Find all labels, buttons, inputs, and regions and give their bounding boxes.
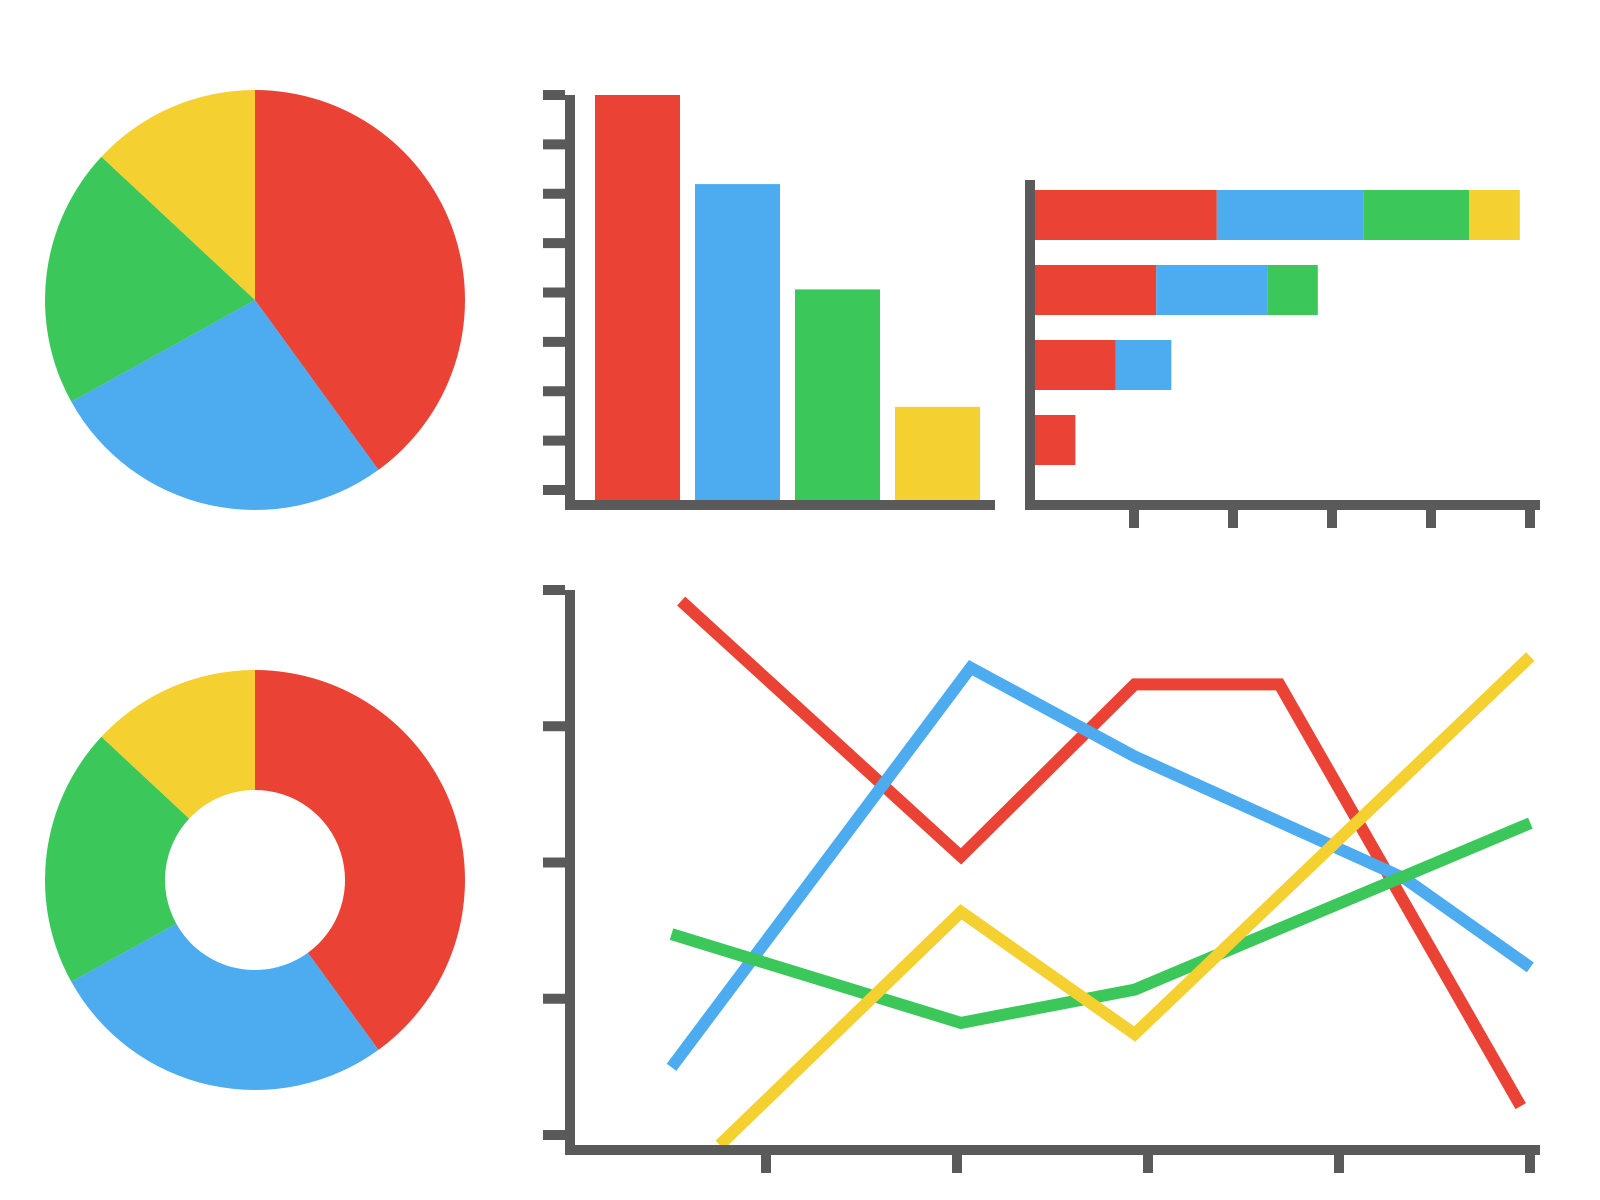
bar-blue bbox=[695, 184, 780, 500]
stacked-seg-red bbox=[1035, 415, 1075, 465]
line-series-red bbox=[681, 601, 1521, 1106]
stacked-seg-green bbox=[1363, 190, 1469, 240]
stacked-seg-green bbox=[1267, 265, 1318, 315]
bar-red bbox=[595, 95, 680, 500]
stacked-seg-blue bbox=[1116, 340, 1172, 390]
stacked-bar-chart bbox=[1030, 180, 1540, 528]
donut-chart bbox=[45, 670, 465, 1090]
stacked-seg-blue bbox=[1156, 265, 1267, 315]
line-chart bbox=[543, 590, 1540, 1173]
bar-yellow bbox=[895, 407, 980, 500]
stacked-seg-yellow bbox=[1469, 190, 1520, 240]
bar-green bbox=[795, 289, 880, 500]
stacked-seg-red bbox=[1035, 265, 1156, 315]
line-series-green bbox=[672, 823, 1531, 1023]
stacked-seg-red bbox=[1035, 190, 1217, 240]
stacked-seg-blue bbox=[1217, 190, 1363, 240]
pie-chart bbox=[45, 90, 465, 510]
vertical-bar-chart bbox=[543, 95, 995, 505]
chart-dashboard bbox=[0, 0, 1600, 1200]
stacked-seg-red bbox=[1035, 340, 1116, 390]
